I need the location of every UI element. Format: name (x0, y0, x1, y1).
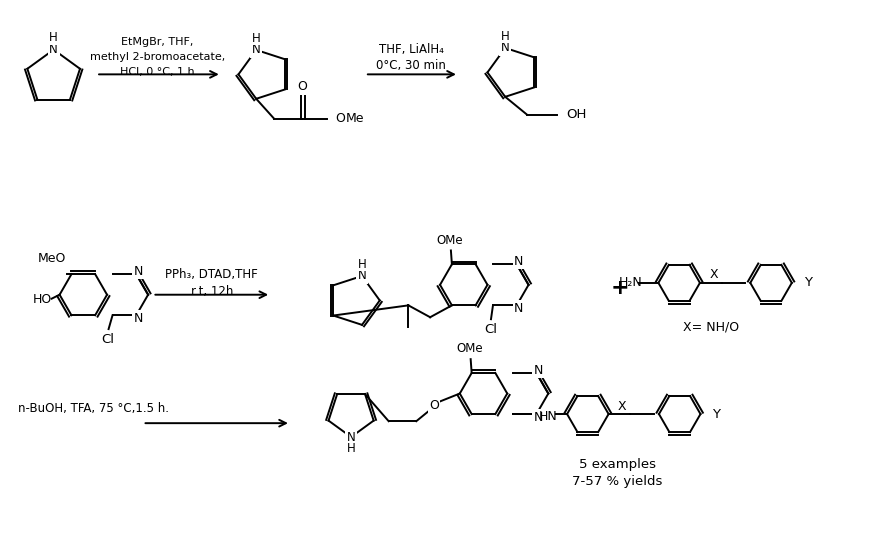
Text: HO: HO (32, 293, 52, 306)
Text: N: N (534, 364, 543, 377)
Text: Y: Y (804, 276, 812, 289)
Text: H: H (49, 31, 58, 44)
Text: 5 examples: 5 examples (579, 458, 656, 471)
Text: N: N (514, 302, 523, 315)
Text: O: O (297, 81, 307, 94)
Text: EtMgBr, THF,: EtMgBr, THF, (121, 37, 194, 47)
Text: r.t, 12h: r.t, 12h (190, 285, 233, 298)
Text: 7-57 % yields: 7-57 % yields (572, 475, 663, 488)
Text: H: H (357, 258, 366, 270)
Text: HCl, 0 °C, 1 h: HCl, 0 °C, 1 h (121, 67, 195, 77)
Text: N: N (534, 411, 543, 424)
Text: N: N (252, 43, 261, 56)
Text: Cl: Cl (101, 333, 114, 346)
Text: O: O (335, 112, 345, 125)
Text: THF, LiAlH₄: THF, LiAlH₄ (379, 43, 444, 56)
Text: X: X (618, 400, 627, 413)
Text: PPh₃, DTAD,THF: PPh₃, DTAD,THF (165, 268, 258, 281)
Text: OMe: OMe (456, 342, 483, 355)
Text: H: H (501, 30, 510, 43)
Text: N: N (346, 431, 355, 444)
Text: H₂N: H₂N (619, 276, 643, 289)
Text: N: N (514, 255, 523, 268)
Text: OH: OH (566, 108, 587, 121)
Text: N: N (49, 43, 58, 56)
Text: X= NH/O: X= NH/O (683, 321, 739, 334)
Text: X: X (709, 268, 718, 281)
Text: MeO: MeO (38, 252, 66, 265)
Text: methyl 2-bromoacetate,: methyl 2-bromoacetate, (90, 51, 225, 62)
Text: O: O (430, 399, 439, 412)
Text: N: N (501, 42, 510, 55)
Text: Me: Me (346, 112, 364, 125)
Text: H: H (346, 443, 355, 456)
Text: 0°C, 30 min: 0°C, 30 min (377, 60, 446, 72)
Text: H: H (252, 31, 261, 44)
Text: N: N (134, 312, 143, 325)
Text: OMe: OMe (437, 234, 463, 247)
Text: +: + (611, 278, 630, 298)
Text: Cl: Cl (485, 323, 497, 336)
Text: N: N (134, 265, 143, 278)
Text: HN: HN (539, 410, 557, 423)
Text: n-BuOH, TFA, 75 °C,1.5 h.: n-BuOH, TFA, 75 °C,1.5 h. (18, 402, 169, 415)
Text: N: N (357, 269, 366, 282)
Text: Y: Y (713, 407, 721, 420)
